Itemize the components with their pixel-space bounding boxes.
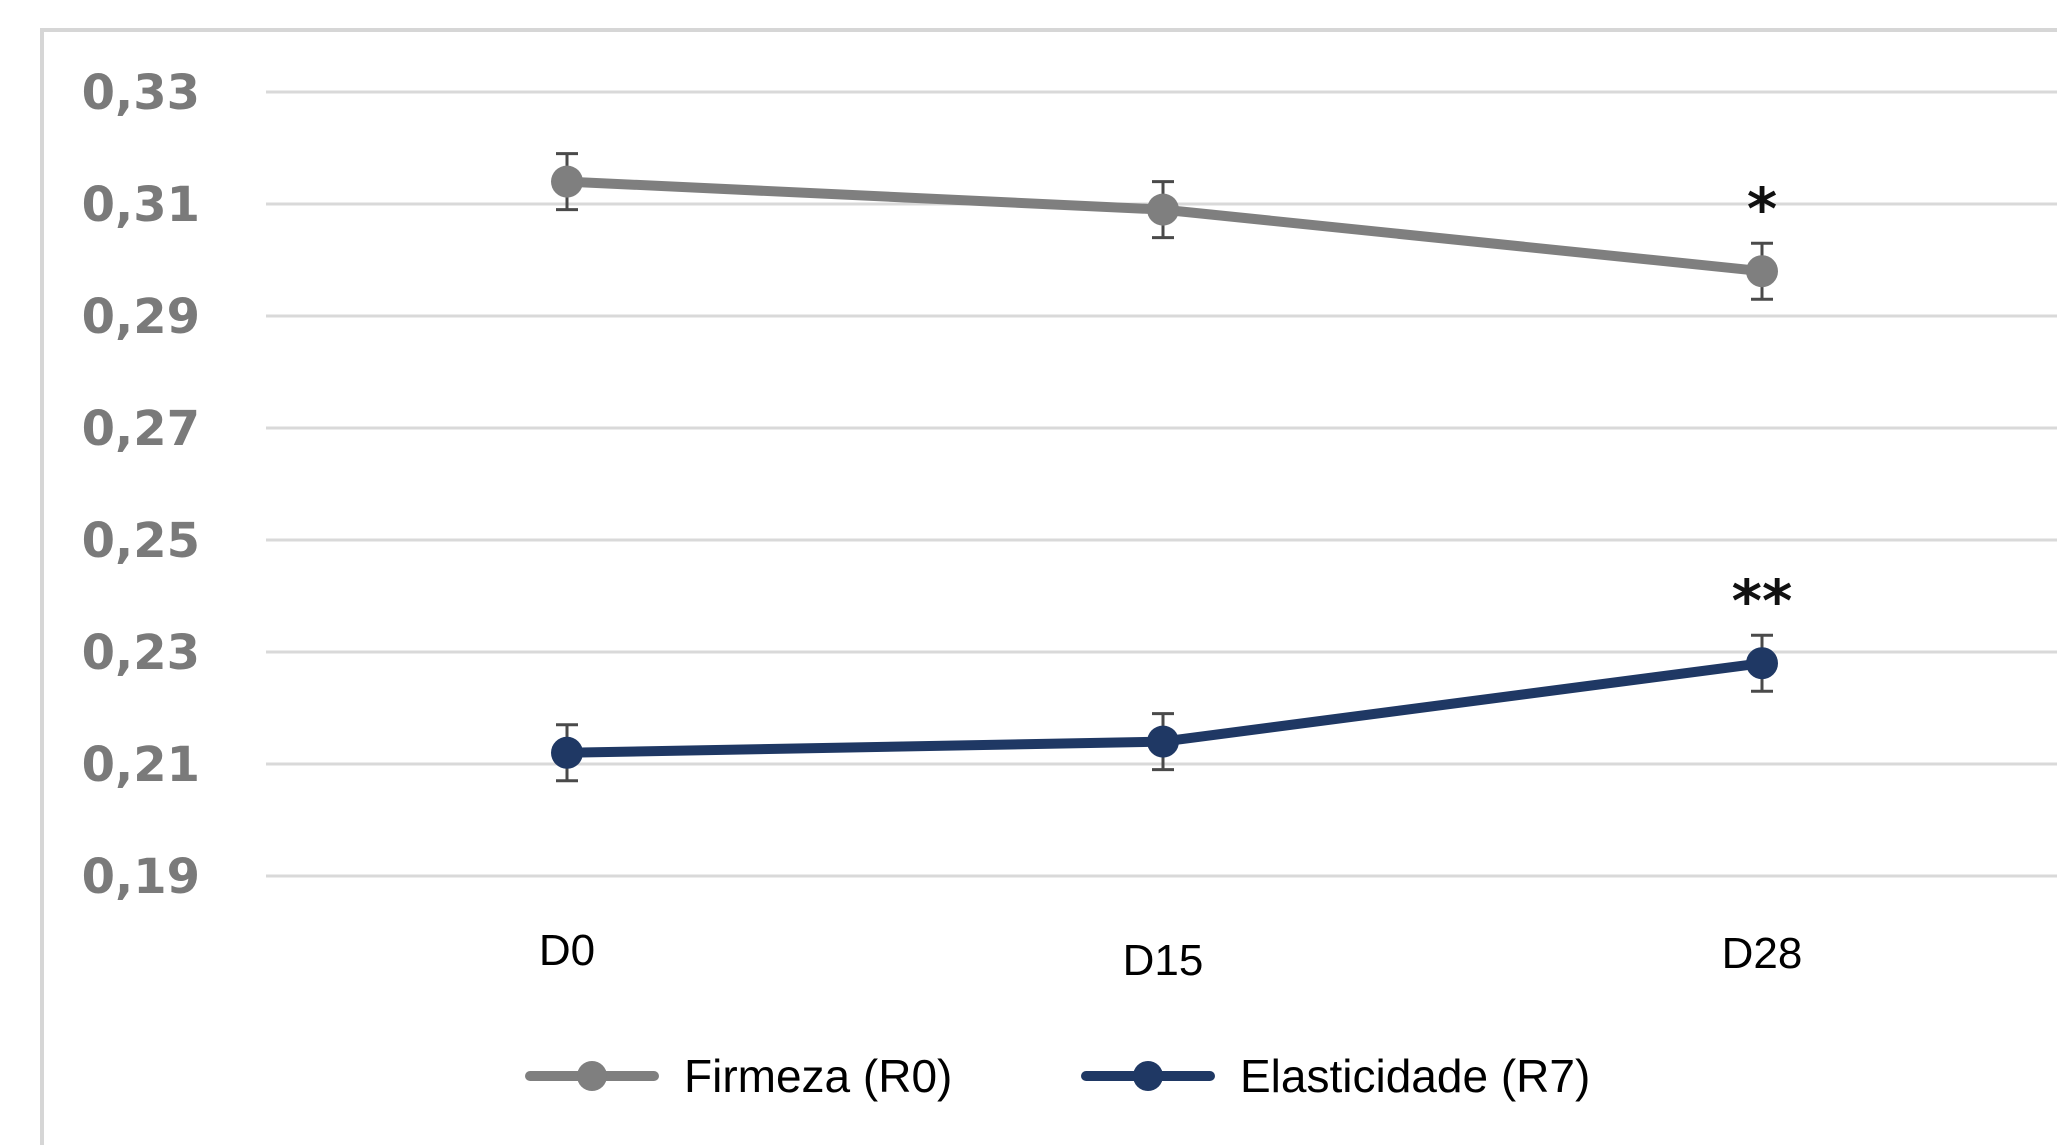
y-tick-label: 0,25 — [82, 513, 200, 569]
legend-label: Elasticidade (R7) — [1240, 1050, 1590, 1102]
data-point — [1147, 193, 1179, 226]
y-tick-label: 0,31 — [82, 177, 200, 233]
data-point — [1147, 725, 1179, 758]
data-point — [1746, 647, 1778, 680]
legend-marker — [577, 1061, 607, 1091]
chart-frame — [40, 28, 2057, 1145]
series-layer: *** — [551, 152, 1793, 783]
series-1: * — [551, 152, 1778, 301]
data-point — [1746, 255, 1778, 288]
legend-item: Firmeza (R0) — [525, 1050, 952, 1102]
x-tick-label: D0 — [539, 926, 595, 975]
series-2: ** — [551, 567, 1793, 783]
significance-annotation: * — [1747, 175, 1777, 243]
legend-label: Firmeza (R0) — [684, 1050, 952, 1102]
legend-item: Elasticidade (R7) — [1081, 1050, 1590, 1102]
y-tick-label: 0,27 — [82, 401, 200, 457]
legend-marker — [1133, 1061, 1163, 1091]
x-tick-label: D28 — [1722, 929, 1803, 978]
y-tick-label: 0,19 — [82, 849, 200, 905]
y-tick-label: 0,21 — [82, 737, 200, 793]
legend: Firmeza (R0) Elasticidade (R7) — [525, 1050, 1590, 1102]
y-tick-label: 0,29 — [82, 289, 200, 345]
x-tick-label: D15 — [1123, 936, 1204, 985]
data-point — [551, 165, 583, 198]
significance-annotation: ** — [1732, 567, 1793, 635]
y-axis-ticks: 0,19 0,21 0,23 0,25 0,27 0,29 0,31 0,33 — [82, 65, 200, 905]
data-point — [551, 736, 583, 769]
y-tick-label: 0,23 — [82, 625, 200, 681]
x-axis-ticks: D0 D15 D28 — [539, 926, 1802, 985]
y-tick-label: 0,33 — [82, 65, 200, 121]
